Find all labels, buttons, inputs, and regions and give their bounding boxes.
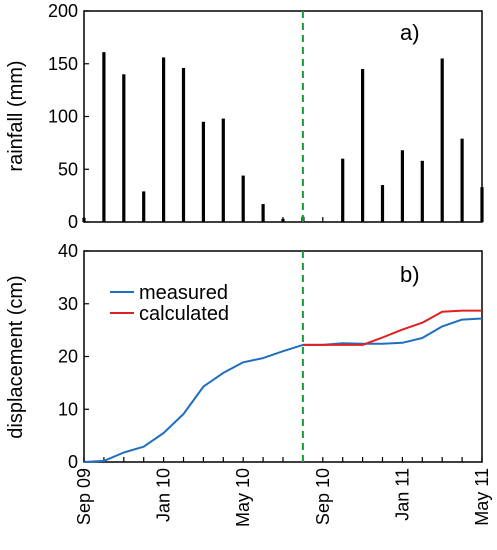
rain-bar-2009-12 xyxy=(142,191,146,222)
panel-b-ytick-label-1: 10 xyxy=(58,399,78,419)
panel-b-y-ticks: 0 10 20 30 40 xyxy=(58,241,89,472)
rain-bar-2011-01 xyxy=(400,150,404,222)
legend-label-measured: measured xyxy=(139,282,228,304)
panel-a-ytick-label-3: 150 xyxy=(48,54,78,74)
rain-bar-2010-11 xyxy=(361,69,365,223)
x-tick-label-0: Sep 09 xyxy=(74,468,94,525)
x-tick-label-3: Sep 10 xyxy=(313,468,333,525)
panel-a-y-axis-label: rainfall (mm) xyxy=(5,60,27,171)
rain-bar-2010-06 xyxy=(261,204,265,222)
legend: measured calculated xyxy=(110,282,229,325)
panel-b-x-ticks xyxy=(83,457,483,462)
panel-b-ytick-label-4: 40 xyxy=(58,241,78,261)
panel-b-ytick-label-3: 30 xyxy=(58,294,78,314)
panel-b-ytick-label-0: 0 xyxy=(68,452,78,472)
panel-b-ytick-label-2: 20 xyxy=(58,347,78,367)
rain-bar-2010-05 xyxy=(241,175,245,222)
panel-b-lines xyxy=(83,309,483,463)
rain-bar-2011-04 xyxy=(460,138,464,222)
rain-bar-2011-02 xyxy=(420,160,424,222)
rain-bar-2010-04 xyxy=(221,118,225,222)
panel-a-bars xyxy=(82,52,484,223)
rain-bar-2009-11 xyxy=(122,74,126,222)
series-line-measured xyxy=(83,317,483,463)
x-tick-label-2: May 10 xyxy=(233,468,253,527)
rain-bar-2011-05 xyxy=(480,187,484,222)
rain-bar-2009-09 xyxy=(82,217,86,222)
rain-bar-2010-01 xyxy=(162,57,166,222)
rain-bar-2010-10 xyxy=(341,158,345,222)
panel-a-ytick-label-2: 100 xyxy=(48,107,78,127)
panel-a-ytick-label-1: 50 xyxy=(58,159,78,179)
rain-bar-2010-02 xyxy=(181,67,186,222)
legend-label-calculated: calculated xyxy=(139,303,229,325)
x-axis-tick-labels: Sep 09 Jan 10 May 10 Sep 10 Jan 11 May 11 xyxy=(74,468,492,527)
panel-b: 0 10 20 30 40 b) displacement (cm) measured … xyxy=(5,241,483,472)
rain-bar-2010-07 xyxy=(281,218,285,222)
rain-bar-2010-12 xyxy=(380,185,385,222)
series-line-calculated xyxy=(302,309,482,346)
x-tick-label-1: Jan 10 xyxy=(154,468,174,522)
panel-a-ytick-label-0: 0 xyxy=(68,212,78,232)
x-tick-label-5: May 11 xyxy=(472,468,492,526)
rain-bar-2010-03 xyxy=(201,121,205,222)
panel-a-label: a) xyxy=(400,20,420,45)
panel-a-ytick-label-4: 200 xyxy=(48,1,78,21)
rain-bar-2009-10 xyxy=(102,52,106,222)
panel-a: 0 50 100 150 200 a) rainfall (mm) xyxy=(5,1,484,232)
panel-b-y-axis-label: displacement (cm) xyxy=(5,275,27,438)
rain-bar-2011-03 xyxy=(440,58,444,222)
x-tick-label-4: Jan 11 xyxy=(392,468,412,521)
panel-a-y-ticks: 0 50 100 150 200 xyxy=(48,1,89,232)
panel-b-label: b) xyxy=(400,262,420,287)
